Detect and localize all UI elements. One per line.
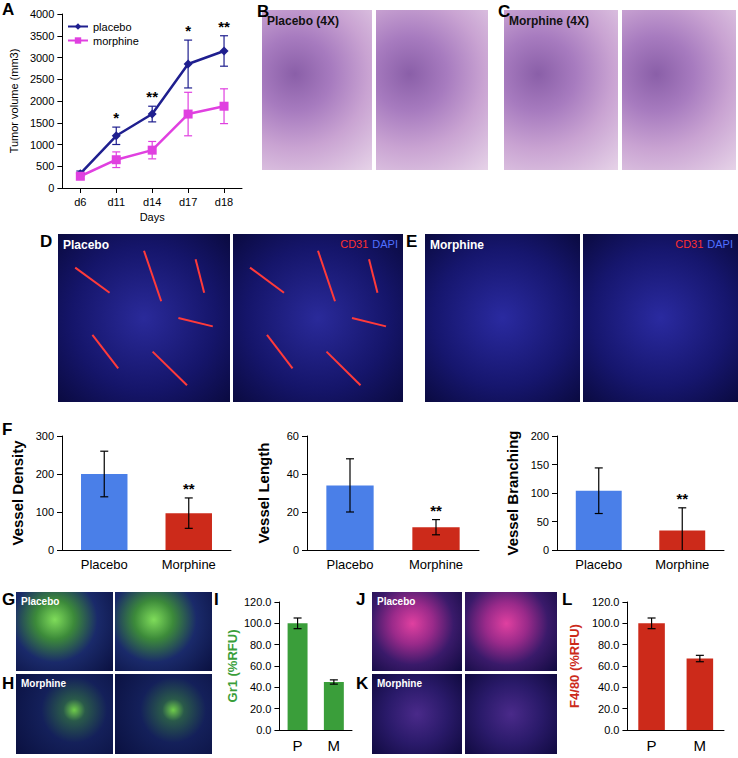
html-text:Morphine (4X): Morphine (4X)	[509, 14, 589, 28]
svg-text:d14: d14	[143, 196, 161, 208]
svg-text:0: 0	[48, 182, 54, 194]
svg-text:Days: Days	[140, 211, 166, 223]
svg-text:60.0: 60.0	[250, 660, 271, 672]
html-text:CD31 DAPI: CD31 DAPI	[675, 238, 733, 250]
svg-text:Morphine: Morphine	[655, 557, 709, 572]
svg-text:M: M	[328, 737, 341, 754]
svg-text:placebo: placebo	[93, 21, 132, 33]
svg-text:*: *	[113, 109, 119, 126]
svg-text:morphine: morphine	[93, 35, 139, 47]
html-text:CD31 DAPI: CD31 DAPI	[340, 238, 398, 250]
svg-text:Placebo: Placebo	[81, 557, 128, 572]
svg-text:d6: d6	[74, 196, 86, 208]
html-text:K: K	[356, 674, 369, 693]
svg-text:Morphine: Morphine	[409, 557, 463, 572]
svg-text:**: **	[218, 18, 230, 35]
svg-text:200: 200	[531, 430, 549, 442]
svg-text:Morphine: Morphine	[162, 557, 216, 572]
svg-text:80.0: 80.0	[250, 639, 271, 651]
svg-text:200: 200	[36, 468, 54, 480]
svg-text:Placebo: Placebo	[575, 557, 622, 572]
svg-text:4000: 4000	[30, 8, 54, 20]
svg-text:20: 20	[287, 506, 299, 518]
svg-text:20.0: 20.0	[598, 703, 619, 715]
svg-text:P: P	[647, 737, 657, 754]
html-text:E: E	[406, 232, 418, 251]
svg-text:Placebo: Placebo	[327, 557, 374, 572]
svg-text:d11: d11	[107, 196, 125, 208]
html-text:H: H	[2, 674, 15, 693]
html-text:L: L	[562, 590, 573, 609]
svg-text:1000: 1000	[30, 139, 54, 151]
svg-text:**: **	[676, 490, 688, 507]
svg-text:60.0: 60.0	[598, 660, 619, 672]
svg-text:3000: 3000	[30, 52, 54, 64]
html-text:Morphine: Morphine	[430, 238, 484, 252]
svg-text:120.0: 120.0	[244, 596, 272, 608]
svg-text:0: 0	[293, 544, 299, 556]
svg-text:40.0: 40.0	[598, 681, 619, 693]
svg-text:40: 40	[287, 468, 299, 480]
svg-text:1500: 1500	[30, 117, 54, 129]
html-text:F: F	[2, 420, 13, 439]
svg-text:d17: d17	[179, 196, 197, 208]
svg-text:Vessel Density: Vessel Density	[9, 440, 26, 546]
svg-text:**: **	[183, 480, 195, 497]
svg-text:Vessel Branching: Vessel Branching	[504, 430, 521, 555]
svg-text:40.0: 40.0	[250, 681, 271, 693]
svg-text:100: 100	[36, 506, 54, 518]
svg-text:2500: 2500	[30, 73, 54, 85]
svg-text:d18: d18	[215, 196, 233, 208]
svg-text:3500: 3500	[30, 30, 54, 42]
svg-text:0: 0	[543, 544, 549, 556]
svg-text:60: 60	[287, 430, 299, 442]
svg-text:100.0: 100.0	[244, 617, 272, 629]
svg-text:500: 500	[36, 160, 54, 172]
svg-text:20.0: 20.0	[250, 703, 271, 715]
svg-text:0: 0	[48, 544, 54, 556]
svg-text:120.0: 120.0	[592, 596, 620, 608]
html-text:B: B	[257, 2, 270, 21]
svg-text:2000: 2000	[30, 95, 54, 107]
html-text:Morphine: Morphine	[21, 678, 66, 689]
html-text:I: I	[214, 590, 219, 609]
svg-text:F4/80 (%RFU): F4/80 (%RFU)	[567, 624, 582, 708]
svg-text:0.0: 0.0	[604, 724, 619, 736]
svg-text:80.0: 80.0	[598, 639, 619, 651]
svg-text:150: 150	[531, 459, 549, 471]
svg-text:0.0: 0.0	[256, 724, 271, 736]
html-text:A: A	[2, 0, 15, 19]
svg-text:300: 300	[36, 430, 54, 442]
svg-text:100: 100	[531, 487, 549, 499]
svg-text:**: **	[430, 502, 442, 519]
svg-text:100.0: 100.0	[592, 617, 620, 629]
svg-text:Gr1 (%RFU): Gr1 (%RFU)	[225, 630, 240, 703]
svg-text:50: 50	[537, 516, 549, 528]
svg-text:**: **	[146, 88, 158, 105]
html-text:Placebo (4X): Placebo (4X)	[267, 14, 339, 28]
svg-text:Tumor volume (mm3): Tumor volume (mm3)	[8, 49, 20, 154]
svg-text:Vessel Length: Vessel Length	[255, 443, 272, 544]
svg-text:M: M	[694, 737, 707, 754]
html-text:Morphine: Morphine	[377, 678, 422, 689]
html-text:C: C	[498, 2, 511, 21]
html-text:Placebo: Placebo	[377, 596, 416, 607]
html-text:J: J	[356, 590, 366, 609]
html-text:G: G	[2, 590, 16, 609]
html-text:D: D	[40, 232, 53, 251]
svg-text:*: *	[185, 22, 191, 39]
svg-text:P: P	[293, 737, 303, 754]
html-text:Placebo: Placebo	[21, 596, 60, 607]
html-text:Placebo: Placebo	[63, 238, 109, 252]
